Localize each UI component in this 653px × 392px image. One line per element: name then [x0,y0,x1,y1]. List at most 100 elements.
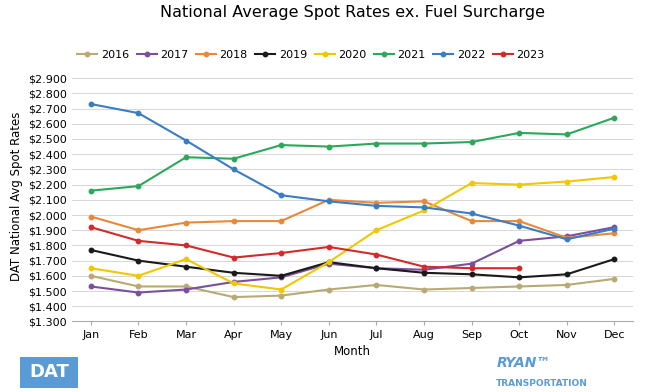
2022 [325,199,333,204]
2016 [420,287,428,292]
2018 [325,198,333,202]
2021 [278,143,285,147]
2019 [87,248,95,252]
2020 [515,182,523,187]
2023 [468,266,475,270]
2020 [325,260,333,265]
Line: 2022: 2022 [89,102,616,241]
2021 [230,156,238,161]
2016 [611,276,618,281]
2023 [87,225,95,230]
2023 [372,252,380,257]
2019 [278,274,285,278]
2023 [182,243,190,248]
Y-axis label: DAT National Avg Spot Rates: DAT National Avg Spot Rates [10,111,23,281]
2020 [135,274,142,278]
2019 [563,272,571,277]
2016 [278,293,285,298]
2017 [135,290,142,295]
Text: RYAN™: RYAN™ [496,356,550,370]
2016 [372,283,380,287]
2022 [563,237,571,242]
X-axis label: Month: Month [334,345,371,358]
2019 [611,257,618,261]
2016 [515,284,523,289]
2019 [372,266,380,270]
2021 [563,132,571,137]
2023 [325,245,333,249]
2020 [87,266,95,270]
2019 [515,275,523,280]
2023 [135,238,142,243]
2023 [278,250,285,255]
2017 [563,234,571,239]
2018 [563,236,571,240]
2022 [278,193,285,198]
2020 [182,257,190,261]
2021 [468,140,475,144]
2017 [372,266,380,270]
Line: 2021: 2021 [89,116,616,193]
2021 [515,131,523,135]
2016 [135,284,142,289]
2022 [420,205,428,210]
2022 [468,211,475,216]
2022 [515,223,523,228]
2018 [182,220,190,225]
Text: TRANSPORTATION: TRANSPORTATION [496,379,588,388]
2017 [420,267,428,272]
2021 [87,188,95,193]
2022 [611,226,618,231]
2022 [230,167,238,172]
2020 [611,175,618,180]
2023 [420,264,428,269]
2018 [515,219,523,223]
Line: 2023: 2023 [89,225,521,270]
2020 [563,179,571,184]
Line: 2017: 2017 [89,225,616,295]
2020 [230,281,238,286]
2023 [515,266,523,270]
2020 [420,208,428,213]
2020 [468,181,475,185]
2018 [230,219,238,223]
2020 [372,228,380,232]
2018 [611,231,618,236]
2022 [182,138,190,143]
2020 [278,287,285,292]
2016 [230,295,238,299]
2023 [230,255,238,260]
2021 [372,141,380,146]
2019 [182,264,190,269]
2016 [325,287,333,292]
2019 [325,260,333,265]
2021 [135,184,142,189]
2017 [325,261,333,266]
2019 [135,258,142,263]
Text: DAT: DAT [29,363,69,381]
2017 [87,284,95,289]
Line: 2016: 2016 [89,274,616,299]
2017 [230,279,238,284]
2019 [420,270,428,275]
2016 [468,286,475,290]
2021 [611,115,618,120]
2019 [230,270,238,275]
2018 [278,219,285,223]
2018 [135,228,142,232]
2017 [515,238,523,243]
2021 [182,155,190,160]
2016 [563,283,571,287]
Line: 2020: 2020 [89,175,616,292]
2022 [87,102,95,106]
2016 [87,274,95,278]
2019 [468,272,475,277]
2022 [372,203,380,208]
Title: National Average Spot Rates ex. Fuel Surcharge: National Average Spot Rates ex. Fuel Sur… [160,5,545,20]
2018 [87,214,95,219]
2021 [325,144,333,149]
Line: 2018: 2018 [89,198,616,240]
2017 [611,225,618,230]
Legend: 2016, 2017, 2018, 2019, 2020, 2021, 2022, 2023: 2016, 2017, 2018, 2019, 2020, 2021, 2022… [78,50,545,60]
2018 [372,200,380,205]
